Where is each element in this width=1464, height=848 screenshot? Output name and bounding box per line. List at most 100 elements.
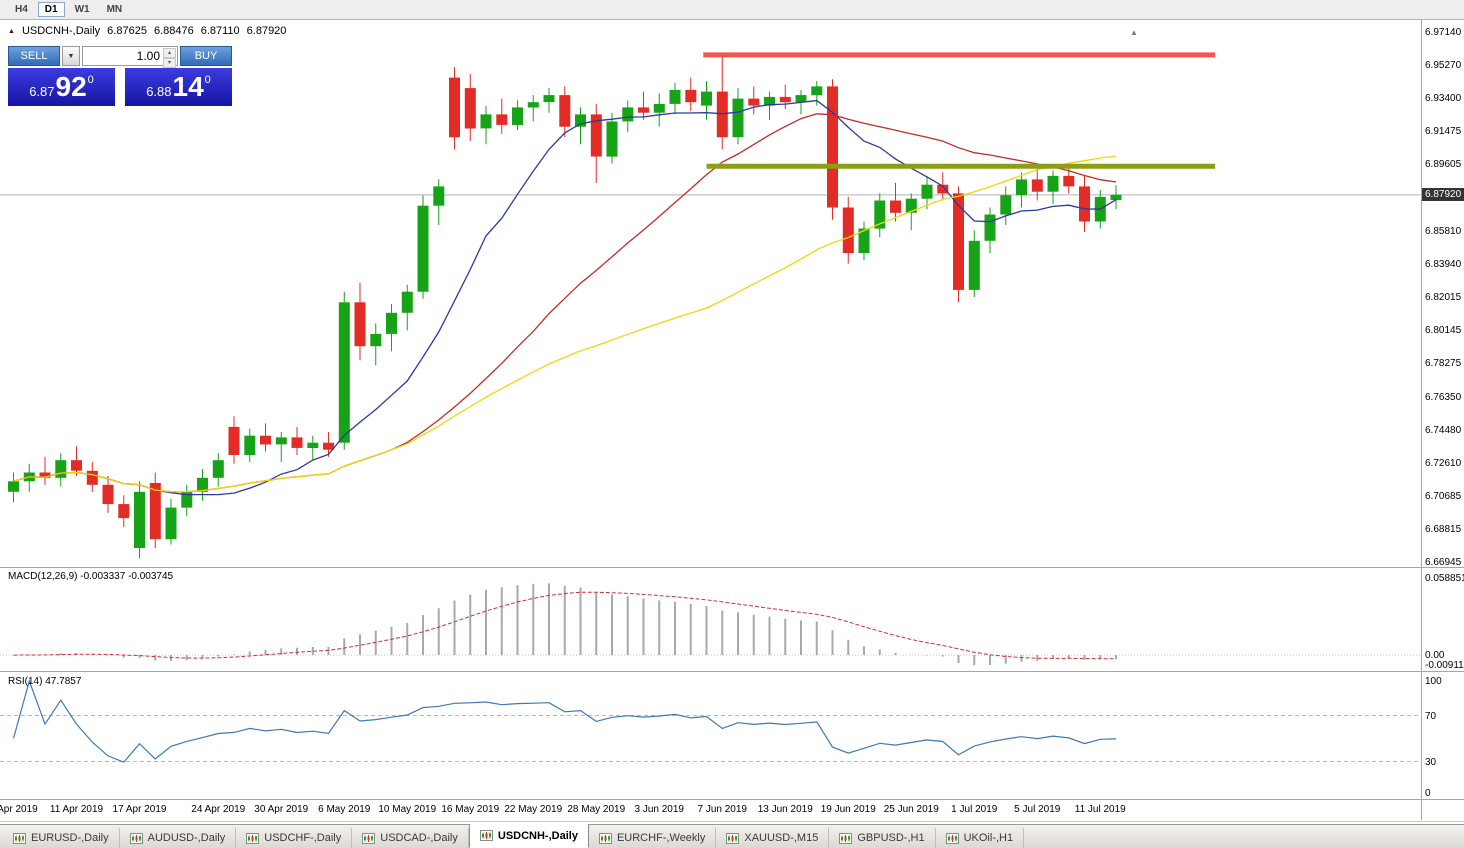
chart-tab-ukoil-h1[interactable]: UKOil-,H1 <box>936 828 1025 848</box>
timeframe-button-mn[interactable]: MN <box>106 4 123 15</box>
timeframe-button-w1[interactable]: W1 <box>74 4 90 15</box>
buy-price-pipette: 0 <box>204 73 211 86</box>
chart-tab-icon <box>726 832 740 844</box>
buy-button[interactable]: BUY <box>180 46 232 66</box>
price-axis-label: 6.78275 <box>1425 358 1462 370</box>
x-axis-date-label: 25 Jun 2019 <box>883 804 939 815</box>
ohlc-high: 6.88476 <box>153 25 194 37</box>
x-axis-date-label: 22 May 2019 <box>504 804 563 815</box>
candles <box>8 56 1122 559</box>
buy-price-box[interactable]: 6.88 14 0 <box>125 68 232 106</box>
sell-price-main: 6.87 <box>29 84 55 99</box>
chart-tab-audusd-daily[interactable]: AUDUSD-,Daily <box>120 828 237 848</box>
one-click-trading-panel: SELL ▼ 1.00 ▴ ▾ BUY 6.87 92 0 <box>8 46 232 106</box>
price-axis-label: 6.80145 <box>1425 325 1462 337</box>
volume-spin-down-icon[interactable]: ▾ <box>163 58 176 68</box>
x-axis-date-label: 5 Jul 2019 <box>1014 804 1061 815</box>
current-price-badge: 6.87920 <box>1422 187 1464 201</box>
chart-tab-label: GBPUSD-,H1 <box>857 832 925 844</box>
chart-header: ▲ USDCNH-,Daily 6.87625 6.88476 6.87110 … <box>8 25 286 37</box>
price-axis-label: 6.72610 <box>1425 457 1462 469</box>
chart-tab-label: XAUUSD-,M15 <box>744 832 819 844</box>
x-axis-date-label: 5 Apr 2019 <box>0 804 38 815</box>
macd-axis-label: 0.058851 <box>1425 573 1464 584</box>
price-axis-label: 6.74480 <box>1425 424 1462 436</box>
chart-tab-label: USDCNH-,Daily <box>497 829 578 842</box>
x-axis-date-label: 7 Jun 2019 <box>697 804 748 815</box>
x-axis-date-label: 6 May 2019 <box>318 804 371 815</box>
chart-window: ▲ USDCNH-,Daily 6.87625 6.88476 6.87110 … <box>0 20 1464 824</box>
ma-45-line <box>13 155 1117 493</box>
buy-price-main: 6.88 <box>146 84 172 99</box>
price-axis-label: 6.93400 <box>1425 92 1462 104</box>
volume-spin-up-icon[interactable]: ▴ <box>163 48 176 58</box>
x-axis-date-label: 28 May 2019 <box>567 804 626 815</box>
price-axis-label: 6.91475 <box>1425 126 1462 138</box>
chart-symbol-label: USDCNH-,Daily <box>21 25 101 37</box>
macd-signal-line <box>13 591 1116 660</box>
rsi-axis-label: 70 <box>1425 710 1437 722</box>
chart-shift-marker-icon[interactable]: ▲ <box>1130 28 1138 37</box>
volume-spinner: ▴ ▾ <box>163 48 176 68</box>
price-axis-label: 6.76350 <box>1425 391 1462 403</box>
price-axis-label: 6.68815 <box>1425 524 1462 536</box>
chart-tab-label: USDCAD-,Daily <box>380 832 458 844</box>
x-axis-date-label: 30 Apr 2019 <box>254 804 309 815</box>
rsi-axis-label: 0 <box>1425 788 1431 799</box>
chart-tab-gbpusd-h1[interactable]: GBPUSD-,H1 <box>829 828 936 848</box>
chart-canvas[interactable] <box>0 20 1464 824</box>
chart-tab-icon <box>945 832 959 844</box>
chart-tab-xauusd-m15[interactable]: XAUUSD-,M15 <box>716 828 830 848</box>
price-axis-label: 6.82015 <box>1425 292 1462 304</box>
price-axis-label: 6.85810 <box>1425 225 1462 237</box>
chart-tab-icon <box>129 832 143 844</box>
x-axis-date-label: 19 Jun 2019 <box>820 804 876 815</box>
x-axis-date-label: 3 Jun 2019 <box>634 804 685 815</box>
x-axis-date-label: 11 Jul 2019 <box>1074 804 1126 815</box>
timeframe-toolbar: H4 D1 W1 MN <box>0 0 1464 20</box>
volume-value: 1.00 <box>136 49 160 63</box>
volume-input[interactable]: 1.00 ▴ ▾ <box>82 46 178 68</box>
rsi-indicator-label: RSI(14) 47.7857 <box>8 676 82 687</box>
sell-price-box[interactable]: 6.87 92 0 <box>8 68 115 106</box>
sell-price-pips: 92 <box>55 71 87 102</box>
x-axis-date-label: 1 Jul 2019 <box>951 804 998 815</box>
sell-button[interactable]: SELL <box>8 46 60 66</box>
chart-tab-icon <box>362 832 376 844</box>
timeframe-button-h4[interactable]: H4 <box>15 4 28 15</box>
price-axis-label: 6.66945 <box>1425 557 1462 568</box>
chart-tab-eurchf-weekly[interactable]: EURCHF-,Weekly <box>589 828 717 848</box>
timeframe-button-d1[interactable]: D1 <box>37 2 65 17</box>
price-axis-label: 6.97140 <box>1425 27 1462 38</box>
chart-tab-label: EURUSD-,Daily <box>31 832 109 844</box>
chart-tab-usdcnh-daily[interactable]: USDCNH-,Daily <box>468 823 589 848</box>
macd-axis-label: -0.009116 <box>1425 660 1464 671</box>
price-axis-label: 6.83940 <box>1425 258 1462 270</box>
volume-decrease-button[interactable]: ▼ <box>62 46 80 66</box>
rsi-axis-label: 100 <box>1425 676 1442 687</box>
rsi-axis-label: 30 <box>1425 756 1437 768</box>
chart-tab-icon <box>246 832 260 844</box>
x-axis-date-label: 10 May 2019 <box>378 804 437 815</box>
chart-tab-eurusd-daily[interactable]: EURUSD-,Daily <box>3 828 120 848</box>
chart-tab-usdcad-daily[interactable]: USDCAD-,Daily <box>352 828 469 848</box>
macd-axis-label: 0.00 <box>1425 650 1445 662</box>
macd-indicator-label: MACD(12,26,9) -0.003337 -0.003745 <box>8 571 174 582</box>
chart-collapse-icon[interactable]: ▲ <box>8 27 15 35</box>
ohlc-low: 6.87110 <box>200 25 240 37</box>
chart-tab-label: UKOil-,H1 <box>963 832 1014 844</box>
macd-histogram <box>12 583 1117 666</box>
chart-tabs-bar: EURUSD-,Daily AUDUSD-,Daily USDCHF-,Daily U… <box>0 823 1464 848</box>
chart-tab-usdchf-daily[interactable]: USDCHF-,Daily <box>236 828 353 848</box>
chart-tab-label: USDCHF-,Daily <box>264 832 342 844</box>
ohlc-close: 6.87920 <box>246 25 287 37</box>
x-axis-date-label: 16 May 2019 <box>441 804 500 815</box>
buy-price-pips: 14 <box>172 71 204 102</box>
chart-tab-label: EURCHF-,Weekly <box>616 832 706 844</box>
chart-tab-icon <box>839 832 853 844</box>
chart-tab-icon <box>13 832 26 844</box>
chart-tab-label: AUDUSD-,Daily <box>147 832 226 844</box>
x-axis-date-label: 24 Apr 2019 <box>191 804 246 815</box>
price-axis-label: 6.89605 <box>1425 159 1462 171</box>
x-axis-date-label: 11 Apr 2019 <box>49 804 104 815</box>
